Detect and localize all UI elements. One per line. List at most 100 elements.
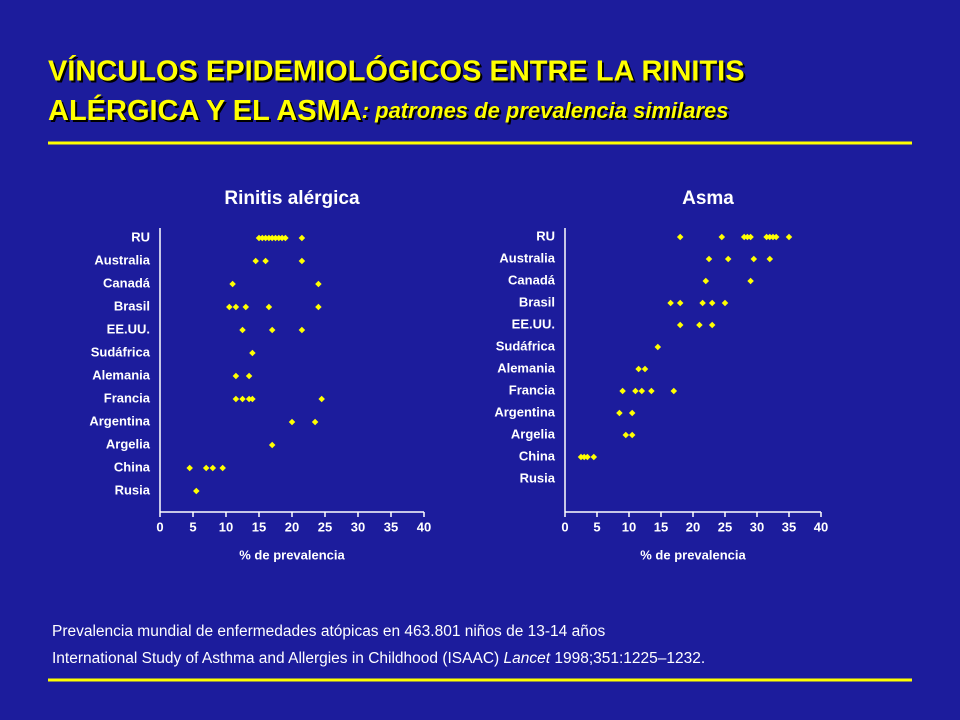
category-label: Brasil <box>114 298 150 313</box>
dot <box>219 464 226 472</box>
dot <box>619 387 626 395</box>
dot <box>616 409 623 417</box>
category-label: Australia <box>499 250 555 265</box>
chart-title: Rinitis alérgica <box>224 188 360 209</box>
dot <box>747 277 754 285</box>
x-tick-label: 0 <box>561 519 568 534</box>
dot <box>186 464 193 472</box>
dot <box>632 387 639 395</box>
x-tick-label: 15 <box>252 519 266 534</box>
dot <box>298 234 306 242</box>
category-label: Argentina <box>494 404 555 419</box>
category-label: RU <box>131 229 150 244</box>
dot <box>699 299 706 307</box>
category-label: Canadá <box>508 272 556 287</box>
category-label: Sudáfrica <box>496 338 556 353</box>
dot <box>239 326 246 334</box>
dot <box>265 303 273 311</box>
category-label: Francia <box>104 390 151 405</box>
dot <box>772 233 780 241</box>
dot <box>721 299 729 307</box>
x-tick-label: 35 <box>782 519 796 534</box>
dot <box>785 233 793 241</box>
dot <box>202 464 210 472</box>
x-tick-label: 25 <box>318 519 332 534</box>
dot <box>272 234 279 242</box>
dot <box>766 255 774 263</box>
dot <box>628 431 636 439</box>
dot <box>311 418 319 426</box>
dot <box>245 395 253 403</box>
dot <box>676 321 684 329</box>
dot <box>262 234 269 242</box>
dot <box>229 280 236 288</box>
dot <box>648 387 655 395</box>
dot <box>708 299 716 307</box>
category-label: Rusia <box>115 482 151 497</box>
x-tick-label: 35 <box>384 519 398 534</box>
x-tick-label: 0 <box>156 519 163 534</box>
dot <box>275 234 283 242</box>
dot <box>641 365 649 373</box>
dot <box>702 277 710 285</box>
dot <box>654 343 662 351</box>
dot <box>193 487 200 495</box>
dot <box>718 233 726 241</box>
category-label: RU <box>536 228 555 243</box>
dot <box>696 321 703 329</box>
dot <box>628 409 636 417</box>
x-tick-label: 40 <box>417 519 431 534</box>
category-label: China <box>114 459 151 474</box>
x-tick-label: 30 <box>351 519 365 534</box>
x-tick-label: 30 <box>750 519 764 534</box>
x-tick-label: 20 <box>686 519 700 534</box>
dot <box>268 326 276 334</box>
dot <box>288 418 296 426</box>
category-label: Argelia <box>106 436 151 451</box>
x-tick-label: 15 <box>654 519 668 534</box>
category-label: Argentina <box>89 413 150 428</box>
dot <box>590 453 598 461</box>
dot <box>209 464 217 472</box>
dot <box>268 441 276 449</box>
dot <box>676 299 684 307</box>
dot <box>282 234 289 242</box>
x-axis-label: % de prevalencia <box>239 547 345 562</box>
category-label: Canadá <box>103 275 151 290</box>
dot <box>298 326 306 334</box>
dot <box>676 233 684 241</box>
dot <box>226 303 233 311</box>
title-line1: VÍNCULOS EPIDEMIOLÓGICOS ENTRE LA RINITI… <box>48 54 745 88</box>
x-tick-label: 5 <box>189 519 196 534</box>
dot <box>278 234 286 242</box>
dot <box>670 387 678 395</box>
dot <box>635 365 642 373</box>
x-tick-label: 25 <box>718 519 732 534</box>
dot <box>638 387 646 395</box>
dot <box>747 233 754 241</box>
category-label: EE.UU. <box>107 321 150 336</box>
x-axis-label: % de prevalencia <box>640 547 746 562</box>
x-tick-label: 5 <box>593 519 600 534</box>
dot <box>259 234 266 242</box>
x-tick-label: 10 <box>219 519 233 534</box>
category-label: Argelia <box>511 426 556 441</box>
dot <box>667 299 674 307</box>
category-label: Australia <box>94 252 150 267</box>
dot <box>245 372 253 380</box>
dot <box>242 303 250 311</box>
dot <box>255 234 263 242</box>
dot <box>298 257 306 265</box>
dot <box>262 257 269 265</box>
dot <box>708 321 716 329</box>
dot <box>622 431 630 439</box>
dot <box>268 234 276 242</box>
x-tick-label: 40 <box>814 519 828 534</box>
x-tick-label: 20 <box>285 519 299 534</box>
dot <box>315 303 322 311</box>
citation: International Study of Asthma and Allerg… <box>52 650 705 667</box>
x-tick-label: 10 <box>622 519 636 534</box>
category-label: Alemania <box>92 367 151 382</box>
dot <box>750 255 758 263</box>
